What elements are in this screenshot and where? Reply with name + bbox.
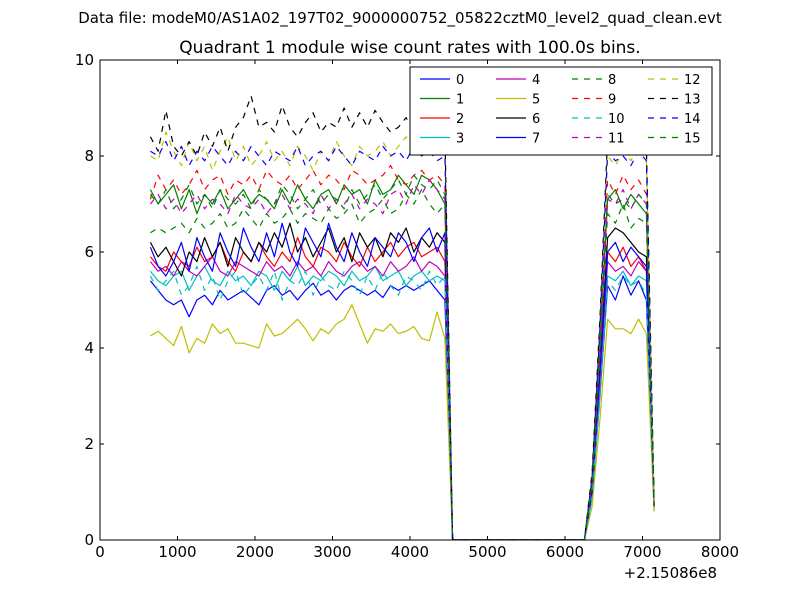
series-line-8 [150,189,655,540]
legend-label-5: 5 [532,93,540,108]
legend-label-9: 9 [608,93,616,108]
series-line-5 [150,304,655,540]
series-line-3 [149,265,655,540]
series-line-0 [149,275,655,540]
x-tick-label: 3000 [313,543,351,561]
series-line-7 [149,222,655,540]
series-line-1 [149,174,655,540]
y-tick-label: 2 [84,435,94,453]
series-line-9 [149,165,655,540]
legend-label-14: 14 [684,112,701,127]
legend-label-13: 13 [684,93,701,108]
y-tick-label: 6 [84,243,94,261]
plot-area: 0 1000 2000 3000 4000 5000 6000 7000 80000246810… [75,51,739,561]
series-line-4 [149,256,655,540]
chart-title: Quadrant 1 module wise count rates with … [179,38,640,58]
series-line-15 [149,174,655,540]
y-tick-label: 0 [84,531,94,549]
legend-label-3: 3 [456,132,464,147]
legend-label-15: 15 [684,132,701,147]
legend-label-7: 7 [532,132,540,147]
legend-label-10: 10 [608,112,625,127]
series-line-10 [149,265,655,540]
legend-label-2: 2 [456,112,464,127]
series-line-11 [149,179,655,540]
figure-suptitle: Data file: modeM0/AS1A02_197T02_90000007… [78,9,722,28]
y-tick-label: 8 [84,147,94,165]
legend-label-6: 6 [532,112,540,127]
legend-box [409,66,713,156]
x-tick-label: 1000 [158,543,196,561]
legend-label-0: 0 [456,73,464,88]
x-tick-label: 4000 [391,543,429,561]
y-tick-label: 4 [84,339,94,357]
legend-label-12: 12 [684,73,701,88]
x-tick-label: 5000 [468,543,506,561]
legend-label-4: 4 [532,73,540,88]
legend-label-8: 8 [608,73,616,88]
series-line-14 [150,141,655,540]
legend-label-11: 11 [608,132,625,147]
x-tick-label: 0 [95,543,105,561]
series-line-12 [150,131,655,540]
y-tick-label: 10 [75,51,94,69]
x-tick-label: 8000 [701,543,739,561]
series-lines [149,95,655,540]
series-line-6 [149,222,655,540]
x-tick-label: 2000 [236,543,274,561]
x-tick-label: 7000 [623,543,661,561]
x-tick-label: 6000 [546,543,584,561]
x-offset-label: +2.15086e8 [624,564,717,582]
legend-label-1: 1 [456,93,464,108]
series-line-2 [149,237,655,540]
